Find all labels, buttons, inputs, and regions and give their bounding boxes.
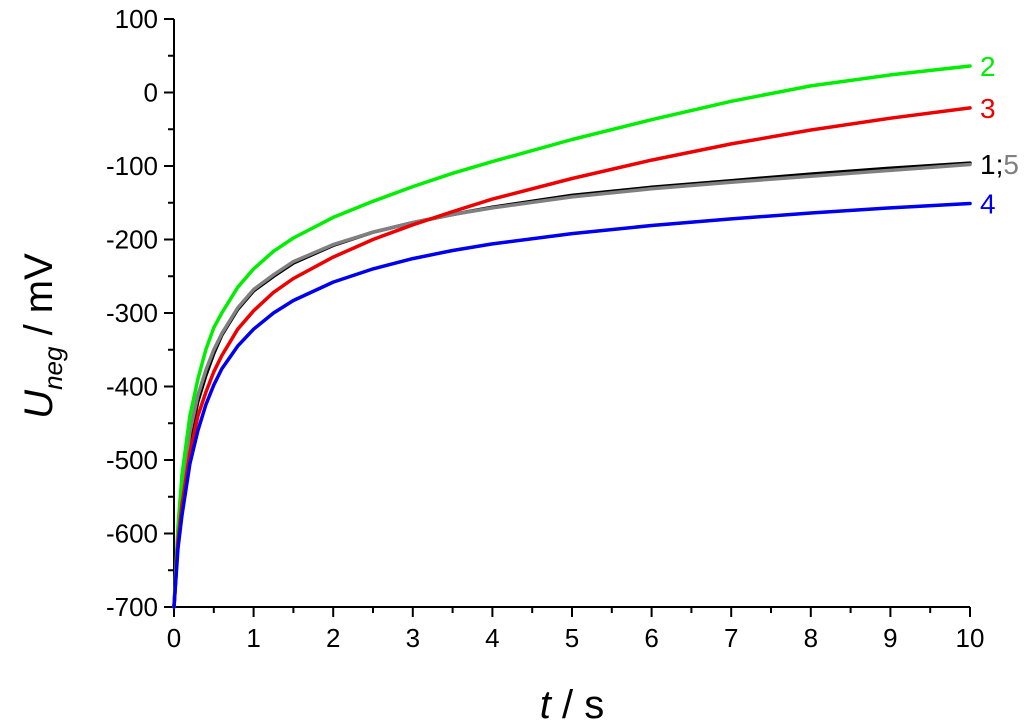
x-axis-title-variable: t xyxy=(540,683,553,724)
tick-labels: 0 1 2 3 4 5 6 7 8 9 10 -700 -600 -500 -400 -300 -200 -100… xyxy=(106,4,985,653)
series-annotation-part-2: 5 xyxy=(1003,149,1019,180)
y-axis-title: Uneg / mV xyxy=(17,253,68,419)
y-tick-label: -100 xyxy=(106,151,158,181)
y-tick-label: -200 xyxy=(106,225,158,255)
series-annotation-1: 2 xyxy=(980,51,996,82)
y-tick-label: 0 xyxy=(144,78,158,108)
series-annotation-2: 3 xyxy=(980,93,996,124)
ticks xyxy=(164,18,971,617)
series-line-s5 xyxy=(172,162,972,609)
x-tick-label: 2 xyxy=(326,623,340,653)
series-line-s3 xyxy=(172,106,972,609)
series-group xyxy=(172,64,972,609)
y-tick-label: -600 xyxy=(106,519,158,549)
y-axis-title-subscript: neg xyxy=(38,346,68,390)
y-tick-label: -500 xyxy=(106,445,158,475)
series-line-s4 xyxy=(172,201,972,609)
axes xyxy=(173,19,970,608)
x-tick-label: 1 xyxy=(246,623,260,653)
x-axis-title: t / s xyxy=(540,683,604,724)
x-axis-title-unit: / s xyxy=(551,683,604,724)
series-annotation-4: 4 xyxy=(980,188,996,219)
y-tick-label: 100 xyxy=(115,4,158,34)
x-tick-label: 3 xyxy=(406,623,420,653)
series-annotation-3: 1;5 xyxy=(980,149,1019,180)
x-tick-label: 0 xyxy=(167,623,181,653)
series-annotations: 231;54 xyxy=(980,51,1019,219)
x-tick-label: 9 xyxy=(883,623,897,653)
series-line-s2 xyxy=(172,64,972,609)
y-axis-title-variable: U xyxy=(17,389,61,419)
x-tick-label: 8 xyxy=(804,623,818,653)
x-tick-label: 4 xyxy=(485,623,499,653)
x-tick-label: 10 xyxy=(956,623,985,653)
y-tick-label: -400 xyxy=(106,372,158,402)
series-annotation-part-1: 1; xyxy=(980,149,1003,180)
x-tick-label: 7 xyxy=(724,623,738,653)
y-tick-label: -300 xyxy=(106,298,158,328)
series-line-s1 xyxy=(172,161,972,609)
x-tick-label: 6 xyxy=(644,623,658,653)
y-axis-title-unit: / mV xyxy=(17,253,61,347)
y-tick-label: -700 xyxy=(106,592,158,622)
x-tick-label: 5 xyxy=(565,623,579,653)
